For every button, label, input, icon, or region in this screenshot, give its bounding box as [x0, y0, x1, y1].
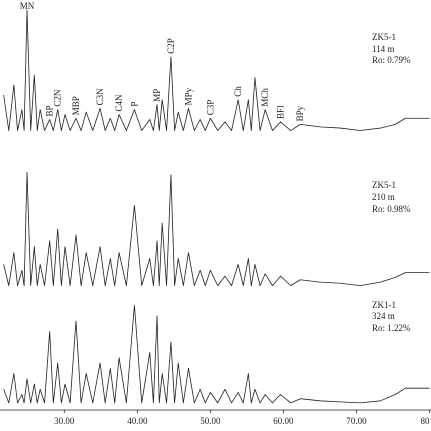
sample-label: 114 m	[372, 44, 394, 54]
peak-label: BFl	[276, 105, 286, 119]
x-tick-label: 50.00	[200, 416, 221, 426]
peak-label: C2N	[53, 89, 63, 107]
peak-label: BPy	[295, 105, 305, 121]
sample-label: ZK5-1	[372, 180, 396, 190]
sample-label: ZK5-1	[372, 32, 396, 42]
peak-label: MP	[152, 89, 162, 102]
peak-label: C3P	[205, 100, 215, 116]
trace	[3, 171, 430, 287]
x-tick-label: 60.00	[273, 416, 294, 426]
peak-label: C3N	[95, 88, 105, 106]
peak-label: BP	[45, 105, 55, 116]
x-tick-label: 40.00	[127, 416, 148, 426]
peak-label: MPy	[183, 87, 193, 105]
trace	[3, 9, 430, 131]
peak-label: P	[129, 102, 139, 107]
peak-label: MBP	[71, 96, 81, 115]
trace	[3, 304, 430, 404]
sample-label: ZK1-1	[372, 300, 396, 310]
peak-label: MN	[20, 1, 35, 11]
x-tick-label: 80	[421, 416, 431, 426]
peak-label: C4N	[114, 94, 124, 112]
sample-label: Ro: 1.22%	[372, 323, 411, 333]
x-tick-label: 70.00	[346, 416, 367, 426]
x-tick-label: 30.00	[54, 416, 75, 426]
peak-label: Ch	[233, 86, 243, 97]
sample-label: 210 m	[372, 192, 395, 202]
sample-label: Ro: 0.79%	[372, 55, 411, 65]
peak-label: C2P	[166, 38, 176, 54]
sample-label: 324 m	[372, 311, 395, 321]
sample-label: Ro: 0.98%	[372, 204, 411, 214]
peak-label: MCh	[260, 88, 270, 107]
